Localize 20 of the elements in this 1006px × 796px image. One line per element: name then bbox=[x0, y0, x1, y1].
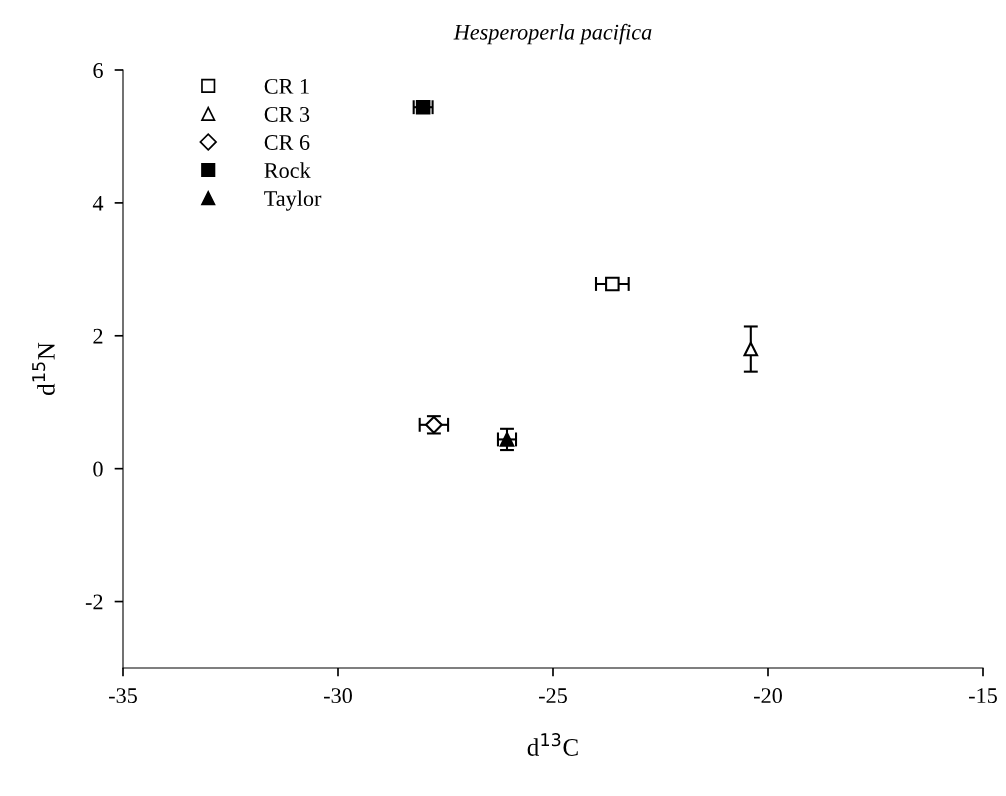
y-tick-label: 4 bbox=[92, 195, 104, 211]
x-axis-title: d$^{13}$C bbox=[527, 733, 578, 756]
x-tick-label: -15 bbox=[969, 688, 997, 704]
chart-title: Hesperoperla pacifica bbox=[453, 23, 652, 45]
y-tick-label: 2 bbox=[93, 328, 103, 344]
point bbox=[605, 276, 620, 292]
y-tick-label: 0 bbox=[93, 461, 103, 477]
legend-label: CR 1 bbox=[264, 78, 309, 94]
x-tick-label: -30 bbox=[324, 688, 352, 704]
legend-label: Taylor bbox=[264, 190, 322, 211]
legend-label: Rock bbox=[264, 162, 311, 179]
legend-label: CR 6 bbox=[264, 135, 310, 150]
x-tick-label: -35 bbox=[109, 688, 137, 704]
point bbox=[743, 341, 759, 357]
y-axis-title: d$^{15}$N bbox=[32, 342, 55, 395]
y-tick-label: 6 bbox=[93, 62, 103, 78]
x-tick-label: -25 bbox=[539, 688, 567, 704]
x-tick-label: -20 bbox=[754, 688, 782, 704]
y-tick-label: -2 bbox=[85, 594, 103, 610]
legend-label: CR 3 bbox=[264, 106, 310, 122]
